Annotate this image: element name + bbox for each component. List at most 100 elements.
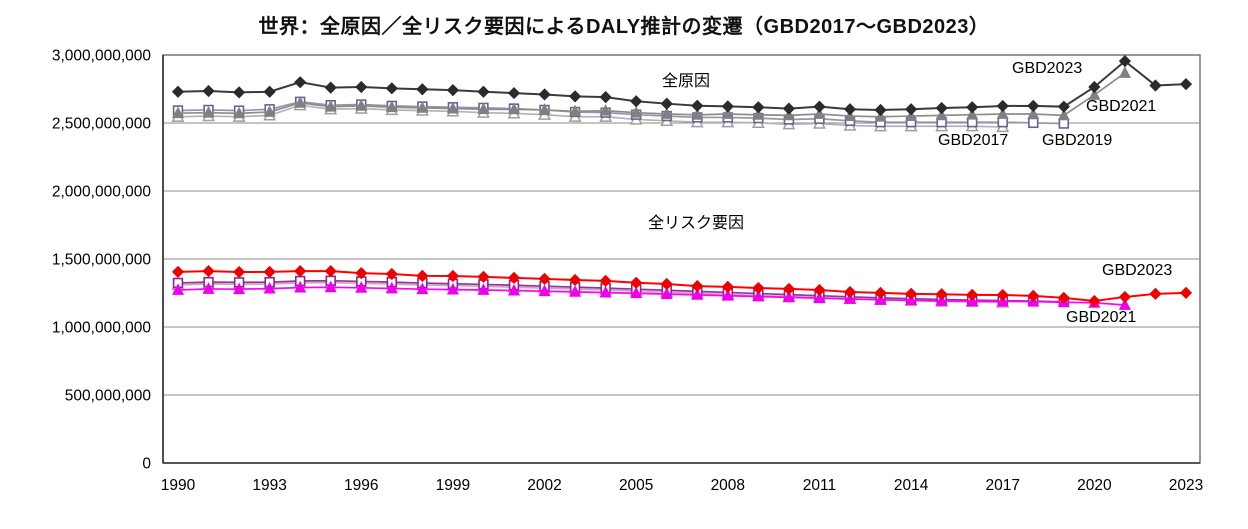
marker-risk-gbd2023 bbox=[660, 277, 673, 291]
group-label-all-risk: 全リスク要因 bbox=[648, 215, 745, 232]
x-tick-label-1990: 1990 bbox=[161, 477, 196, 494]
marker-allcause-gbd2023 bbox=[324, 81, 337, 94]
marker-allcause-gbd2023 bbox=[385, 82, 398, 95]
marker-risk-gbd2021 bbox=[385, 281, 398, 294]
marker-risk-gbd2021 bbox=[446, 282, 459, 295]
marker-risk-gbd2023 bbox=[1179, 286, 1193, 299]
marker-risk-gbd2021 bbox=[660, 287, 673, 299]
marker-allcause-gbd2023 bbox=[904, 103, 918, 116]
marker-risk-gbd2021 bbox=[171, 283, 185, 295]
series-label-label-risk-gbd2023: GBD2023 bbox=[1102, 262, 1173, 279]
marker-allcause-gbd2021 bbox=[171, 106, 185, 119]
marker-allcause-gbd2021 bbox=[1088, 88, 1101, 100]
marker-risk-gbd2023 bbox=[782, 282, 796, 296]
marker-allcause-gbd2023 bbox=[1179, 77, 1193, 91]
marker-risk-gbd2023 bbox=[355, 267, 368, 280]
marker-risk-gbd2021 bbox=[202, 282, 215, 294]
marker-risk-gbd2023 bbox=[721, 280, 734, 293]
marker-allcause-gbd2021 bbox=[416, 101, 429, 113]
marker-allcause-gbd2023 bbox=[1118, 55, 1132, 68]
series-line-allcause-gbd2023 bbox=[177, 59, 1187, 111]
marker-risk-gbd2021 bbox=[782, 290, 795, 303]
x-tick-label-2008: 2008 bbox=[711, 477, 745, 494]
series-label-label-allcause-gbd2023: GBD2023 bbox=[1012, 60, 1083, 77]
marker-risk-gbd2023 bbox=[752, 281, 765, 295]
marker-risk-gbd2021 bbox=[691, 288, 704, 300]
x-tick-label-2023: 2023 bbox=[1169, 477, 1203, 494]
marker-allcause-gbd2021 bbox=[691, 108, 704, 120]
marker-allcause-gbd2021 bbox=[477, 102, 490, 115]
marker-allcause-gbd2023 bbox=[1057, 100, 1070, 113]
marker-allcause-gbd2021 bbox=[538, 103, 551, 115]
marker-allcause-gbd2023 bbox=[691, 99, 704, 112]
marker-allcause-gbd2021 bbox=[202, 105, 215, 118]
marker-allcause-gbd2023 bbox=[630, 95, 643, 108]
marker-allcause-gbd2023 bbox=[294, 76, 307, 89]
marker-risk-gbd2023 bbox=[538, 272, 551, 285]
y-tick-label-1500: 1,500,000,000 bbox=[52, 252, 152, 269]
marker-allcause-gbd2023 bbox=[966, 101, 979, 114]
marker-risk-gbd2021 bbox=[630, 286, 643, 299]
marker-risk-gbd2023 bbox=[599, 274, 612, 288]
x-tick-label-1996: 1996 bbox=[344, 477, 378, 494]
series-label-label-risk-gbd2021: GBD2021 bbox=[1066, 309, 1137, 326]
marker-allcause-gbd2021 bbox=[966, 108, 979, 120]
x-tick-label-2020: 2020 bbox=[1077, 477, 1112, 494]
marker-allcause-gbd2021 bbox=[1118, 66, 1131, 78]
marker-risk-gbd2023 bbox=[294, 264, 307, 278]
marker-risk-gbd2023 bbox=[507, 271, 521, 285]
marker-allcause-gbd2021 bbox=[507, 102, 521, 115]
marker-allcause-gbd2021 bbox=[874, 110, 887, 122]
x-tick-label-2014: 2014 bbox=[894, 477, 929, 494]
marker-allcause-gbd2023 bbox=[660, 97, 673, 110]
marker-allcause-gbd2021 bbox=[843, 109, 857, 121]
marker-risk-gbd2021 bbox=[263, 281, 276, 294]
marker-allcause-gbd2021 bbox=[905, 109, 918, 121]
marker-allcause-gbd2021 bbox=[263, 105, 276, 117]
marker-risk-gbd2023 bbox=[263, 265, 276, 279]
marker-risk-gbd2023 bbox=[904, 287, 918, 300]
marker-allcause-gbd2021 bbox=[569, 104, 582, 117]
marker-risk-gbd2021 bbox=[416, 282, 429, 295]
marker-allcause-gbd2021 bbox=[233, 106, 246, 119]
marker-risk-gbd2021 bbox=[507, 283, 521, 296]
y-tick-label-500: 500,000,000 bbox=[65, 388, 152, 405]
marker-risk-gbd2023 bbox=[813, 283, 826, 297]
marker-allcause-gbd2023 bbox=[1027, 99, 1040, 112]
y-tick-label-2500: 2,500,000,000 bbox=[52, 116, 152, 133]
x-tick-label-2005: 2005 bbox=[619, 477, 653, 494]
group-label-all-cause: 全原因 bbox=[662, 73, 711, 90]
marker-allcause-gbd2021 bbox=[752, 108, 765, 120]
marker-allcause-gbd2023 bbox=[538, 88, 551, 101]
marker-risk-gbd2023 bbox=[935, 288, 948, 301]
series-line-allcause-gbd2021 bbox=[177, 72, 1126, 118]
marker-risk-gbd2021 bbox=[569, 285, 582, 297]
marker-risk-gbd2023 bbox=[843, 285, 857, 299]
marker-risk-gbd2021 bbox=[874, 293, 887, 305]
marker-risk-gbd2023 bbox=[996, 288, 1009, 302]
series-line-allcause-gbd2017 bbox=[177, 104, 1003, 128]
marker-allcause-gbd2023 bbox=[721, 100, 734, 113]
marker-allcause-gbd2021 bbox=[721, 107, 734, 119]
marker-allcause-gbd2023 bbox=[202, 84, 215, 98]
marker-allcause-gbd2023 bbox=[568, 90, 582, 103]
marker-allcause-gbd2021 bbox=[446, 101, 459, 114]
marker-risk-gbd2023 bbox=[324, 264, 337, 278]
marker-risk-gbd2023 bbox=[232, 265, 246, 279]
marker-allcause-gbd2021 bbox=[630, 105, 643, 118]
marker-risk-gbd2021 bbox=[355, 281, 368, 293]
series-line-risk-gbd2021 bbox=[177, 286, 1125, 306]
marker-allcause-gbd2023 bbox=[171, 85, 185, 98]
series-label-label-allcause-gbd2017: GBD2017 bbox=[938, 132, 1009, 149]
marker-risk-gbd2023 bbox=[446, 269, 460, 283]
marker-allcause-gbd2023 bbox=[507, 86, 521, 100]
marker-allcause-gbd2023 bbox=[996, 99, 1009, 113]
marker-allcause-gbd2021 bbox=[935, 108, 948, 121]
marker-allcause-gbd2021 bbox=[813, 107, 826, 119]
marker-allcause-gbd2021 bbox=[782, 108, 795, 121]
marker-risk-gbd2021 bbox=[1118, 298, 1131, 310]
marker-allcause-gbd2021 bbox=[1057, 108, 1070, 121]
marker-risk-gbd2023 bbox=[385, 267, 398, 281]
marker-risk-gbd2021 bbox=[538, 284, 551, 297]
